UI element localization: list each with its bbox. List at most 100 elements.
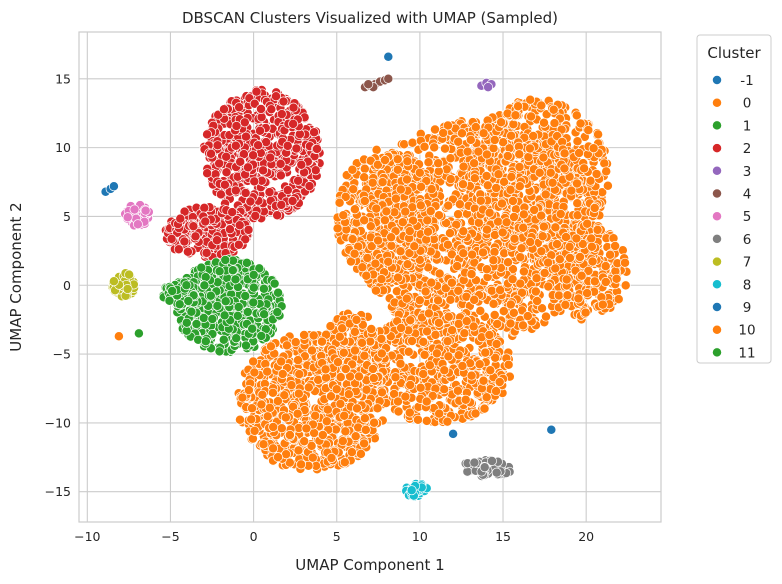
point-cluster-0 (415, 200, 426, 211)
point-cluster-0 (429, 142, 440, 153)
point-cluster-0 (572, 136, 583, 147)
point-cluster-0 (281, 340, 292, 351)
point-cluster-0 (453, 350, 464, 361)
point-cluster-2 (235, 156, 246, 167)
point-cluster-2 (287, 196, 298, 206)
point-cluster-0 (113, 331, 124, 342)
point-cluster-0 (582, 218, 593, 229)
point-cluster-2 (310, 165, 321, 176)
point-cluster-0 (438, 128, 449, 138)
point-cluster-0 (518, 209, 529, 220)
point-cluster-0 (377, 387, 387, 398)
point-cluster-2 (276, 199, 287, 210)
point-cluster-2 (202, 168, 213, 179)
point-cluster-0 (395, 246, 406, 257)
point-cluster-0 (442, 416, 453, 427)
point-cluster-2 (291, 143, 302, 154)
point-cluster-0 (536, 210, 547, 221)
point-cluster-0 (419, 141, 430, 152)
point-cluster-0 (505, 184, 516, 195)
point-cluster-2 (179, 236, 190, 247)
point-cluster-0 (376, 274, 387, 285)
point-cluster-2 (249, 176, 260, 187)
point-cluster-2 (173, 244, 184, 255)
point-cluster-0 (371, 285, 381, 296)
point-cluster-2 (250, 210, 261, 221)
point-cluster-0 (482, 180, 493, 191)
point-cluster-2 (255, 125, 265, 136)
point-cluster-0 (404, 226, 415, 237)
point-cluster-0 (552, 239, 562, 250)
point-cluster-0 (589, 276, 600, 287)
point-cluster-0 (555, 209, 566, 219)
point-cluster-2 (199, 202, 210, 213)
point-cluster-0 (572, 178, 582, 189)
point-cluster-0 (593, 129, 604, 140)
point-cluster-0 (574, 148, 585, 158)
point-cluster-0 (299, 330, 310, 340)
point-cluster-0 (335, 398, 346, 409)
point-cluster-0 (458, 161, 469, 172)
point-cluster-0 (359, 350, 370, 361)
point-cluster-0 (514, 149, 525, 160)
point-cluster-0 (478, 375, 489, 386)
point-cluster-2 (312, 143, 322, 154)
point-cluster-0 (290, 337, 301, 348)
point-cluster-2 (214, 158, 225, 169)
point-cluster-0 (592, 224, 603, 235)
point-cluster-2 (264, 187, 275, 198)
point-cluster-0 (550, 263, 561, 274)
point-cluster-0 (523, 152, 534, 163)
point-cluster-0 (591, 169, 602, 179)
point-cluster-0 (553, 290, 564, 301)
point-cluster-0 (418, 369, 429, 379)
point-cluster-0 (377, 177, 388, 188)
point-cluster-2 (219, 104, 229, 115)
point-cluster-2 (233, 239, 244, 250)
point-cluster-2 (251, 86, 262, 97)
point-cluster-0 (479, 403, 490, 414)
point-cluster-0 (481, 149, 492, 160)
point-cluster-0 (458, 179, 468, 190)
point-cluster-0 (247, 403, 257, 414)
point-cluster-0 (413, 414, 423, 425)
point-cluster-0 (489, 247, 500, 257)
point-cluster-2 (288, 102, 299, 113)
point-cluster-0 (501, 217, 512, 228)
point-cluster-0 (454, 199, 465, 210)
point-cluster-0 (545, 167, 556, 178)
point-cluster-0 (257, 389, 268, 400)
point-cluster-0 (381, 206, 392, 217)
point-cluster-0 (559, 163, 570, 174)
point-cluster-0 (402, 259, 413, 270)
point-cluster-0 (526, 111, 537, 122)
point-cluster-0 (371, 144, 382, 155)
point-cluster-0 (525, 94, 536, 105)
point-cluster-0 (597, 299, 608, 310)
point-cluster-2 (282, 185, 293, 196)
point-cluster-0 (393, 272, 403, 283)
point-cluster-0 (514, 181, 525, 192)
point-cluster-0 (414, 295, 425, 306)
point-cluster-0 (469, 294, 480, 305)
point-cluster-0 (365, 336, 376, 347)
point-cluster-2 (275, 158, 286, 169)
point-cluster-0 (433, 317, 444, 328)
point-cluster-0 (461, 316, 472, 327)
point-cluster-0 (307, 345, 317, 356)
point-cluster-0 (620, 280, 631, 291)
point-cluster-0 (396, 323, 407, 333)
point-cluster-0 (493, 169, 504, 180)
point-cluster-0 (367, 177, 378, 188)
point-cluster-0 (541, 311, 551, 322)
point-cluster-0 (280, 412, 291, 423)
point-cluster-0 (405, 380, 416, 390)
point-cluster-0 (277, 369, 288, 379)
chart-title: DBSCAN Clusters Visualized with UMAP (Sa… (182, 9, 558, 27)
point-cluster-0 (518, 222, 529, 233)
point-cluster-0 (537, 231, 548, 242)
point-cluster-0 (415, 382, 426, 393)
point-cluster-0 (485, 365, 496, 376)
point-cluster-0 (431, 348, 442, 359)
point-cluster-0 (301, 423, 312, 434)
